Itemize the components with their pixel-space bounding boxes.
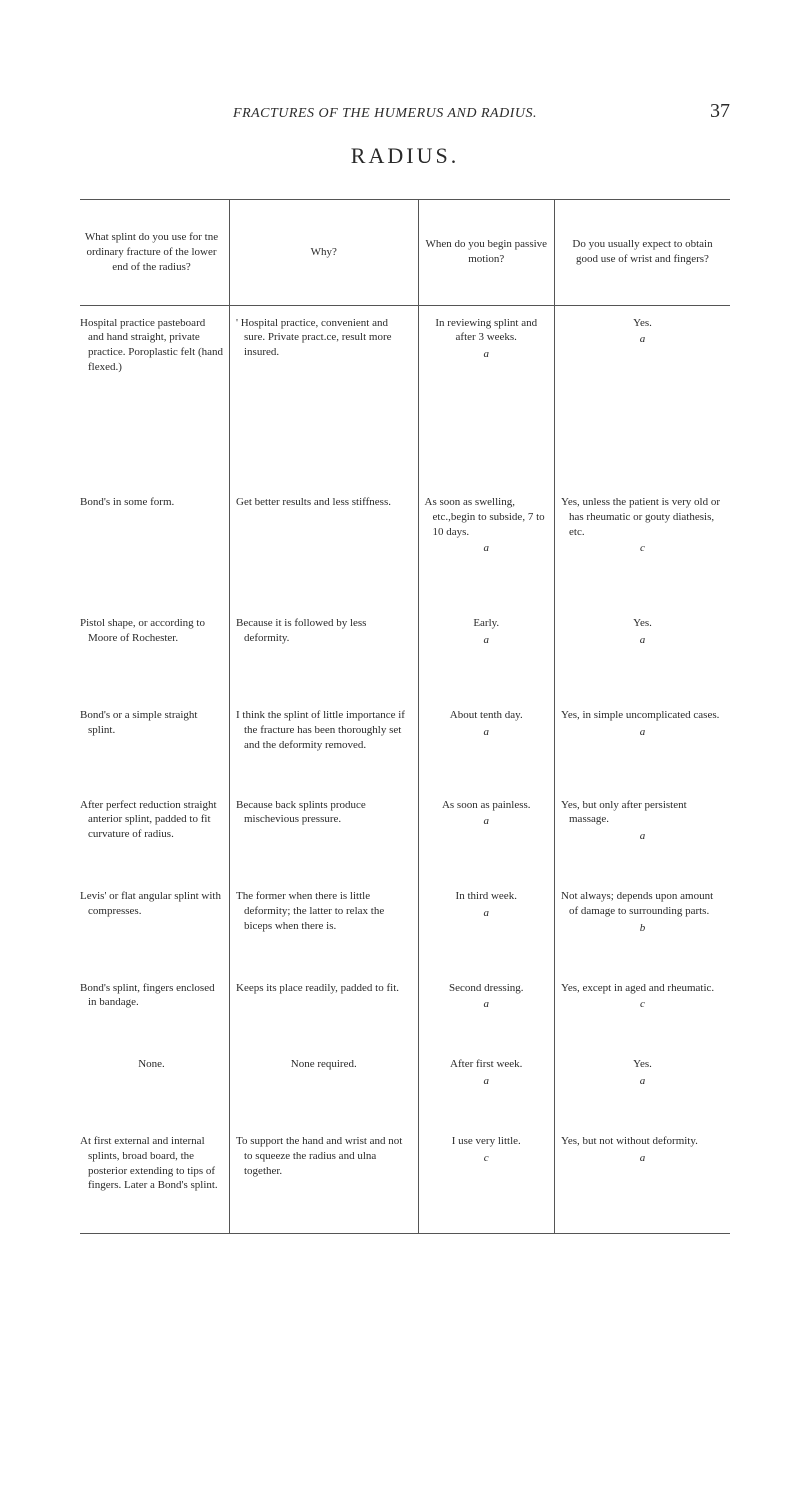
cell-expect-text: Yes, but only after persistent massage. [561, 798, 724, 828]
cell-splint: None. [80, 1047, 230, 1124]
cell-expect-text: Yes. [633, 1058, 652, 1070]
cell-when-text: As soon as painless. [442, 799, 531, 811]
cell-why: Get better results and less stiffness. [236, 495, 412, 510]
cell-expect-letter: a [561, 332, 724, 347]
cell-expect-letter: a [561, 1151, 724, 1166]
cell-expect-letter: a [561, 1074, 724, 1089]
cell-why: To support the hand and wrist and not to… [236, 1134, 412, 1179]
cell-splint: After perfect reduction straight anterio… [80, 798, 223, 843]
cell-expect-text: Yes. [633, 617, 652, 629]
table-row: Levis' or flat angular splint with compr… [80, 879, 730, 971]
running-title: FRACTURES OF THE HUMERUS AND RADIUS. [80, 106, 690, 122]
table-row: At first external and internal splints, … [80, 1124, 730, 1234]
cell-why: I think the splint of little importance … [236, 708, 412, 753]
cell-splint: Bond's in some form. [80, 495, 223, 510]
cell-splint: At first external and internal splints, … [80, 1134, 223, 1193]
cell-expect-letter: b [561, 921, 724, 936]
cell-expect-letter: c [561, 541, 724, 556]
cell-expect-text: Yes, unless the patient is very old or h… [561, 495, 724, 540]
radius-table: What splint do you use for tne ordinary … [80, 199, 730, 1234]
col-header-expect: Do you usually expect to obtain good use… [555, 200, 731, 306]
cell-why: Because it is followed by less deformity… [236, 616, 412, 646]
cell-splint: Bond's splint, fingers enclosed in banda… [80, 981, 223, 1011]
cell-why: The former when there is little deformit… [236, 889, 412, 934]
cell-expect-letter: a [561, 725, 724, 740]
cell-when-text: Second dressing. [449, 982, 524, 994]
table-row: Hospital practice pasteboard and hand st… [80, 305, 730, 485]
cell-when-letter: a [425, 906, 549, 921]
cell-when-letter: c [425, 1151, 549, 1166]
cell-when-letter: a [425, 725, 549, 740]
cell-expect-text: Not always; depends upon amount of damag… [561, 889, 724, 919]
cell-when-letter: a [425, 997, 549, 1012]
cell-when-text: About tenth day. [450, 709, 523, 721]
table-row: None. None required. After first week. a… [80, 1047, 730, 1124]
cell-why: None required. [230, 1047, 419, 1124]
page-number: 37 [710, 100, 730, 123]
cell-splint: Hospital practice pasteboard and hand st… [80, 316, 223, 375]
cell-expect-letter: a [561, 633, 724, 648]
main-title: RADIUS. [80, 143, 730, 169]
cell-when-letter: a [425, 347, 549, 362]
col-header-splint: What splint do you use for tne ordinary … [80, 200, 230, 306]
table-row: Bond's or a simple straight splint. I th… [80, 698, 730, 788]
cell-when-text: Early. [473, 617, 499, 629]
cell-expect-text: Yes, in simple uncomplicated cases. [561, 708, 724, 723]
cell-expect-text: Yes. [633, 317, 652, 329]
cell-why: ' Hospital practice, convenient and sure… [236, 316, 412, 361]
cell-when-text: After first week. [450, 1058, 522, 1070]
col-header-why: Why? [230, 200, 419, 306]
cell-why: Keeps its place readily, padded to fit. [236, 981, 412, 996]
cell-expect-text: Yes, except in aged and rheumatic. [561, 981, 724, 996]
table-row: Bond's in some form. Get better results … [80, 485, 730, 606]
cell-expect-letter: a [561, 829, 724, 844]
cell-when-text: In third week. [456, 890, 517, 902]
cell-splint: Levis' or flat angular splint with compr… [80, 889, 223, 919]
cell-when-letter: a [425, 633, 549, 648]
col-header-when: When do you begin passive motion? [418, 200, 555, 306]
table-row: Bond's splint, fingers enclosed in banda… [80, 971, 730, 1048]
table-header-row: What splint do you use for tne ordinary … [80, 200, 730, 306]
table-row: After perfect reduction straight anterio… [80, 788, 730, 880]
cell-when-text: As soon as swelling, etc.,begin to subsi… [425, 495, 549, 540]
cell-when-letter: a [425, 541, 549, 556]
cell-why: Because back splints produce mischevious… [236, 798, 412, 828]
cell-when-text: I use very little. [452, 1135, 521, 1147]
table-row: Pistol shape, or according to Moore of R… [80, 606, 730, 698]
cell-when-letter: a [425, 814, 549, 829]
cell-expect-text: Yes, but not without deformity. [561, 1134, 724, 1149]
cell-when-text: In reviewing splint and after 3 weeks. [435, 317, 537, 344]
cell-splint: Pistol shape, or according to Moore of R… [80, 616, 223, 646]
cell-when-letter: a [425, 1074, 549, 1089]
cell-expect-letter: c [561, 997, 724, 1012]
cell-splint: Bond's or a simple straight splint. [80, 708, 223, 738]
